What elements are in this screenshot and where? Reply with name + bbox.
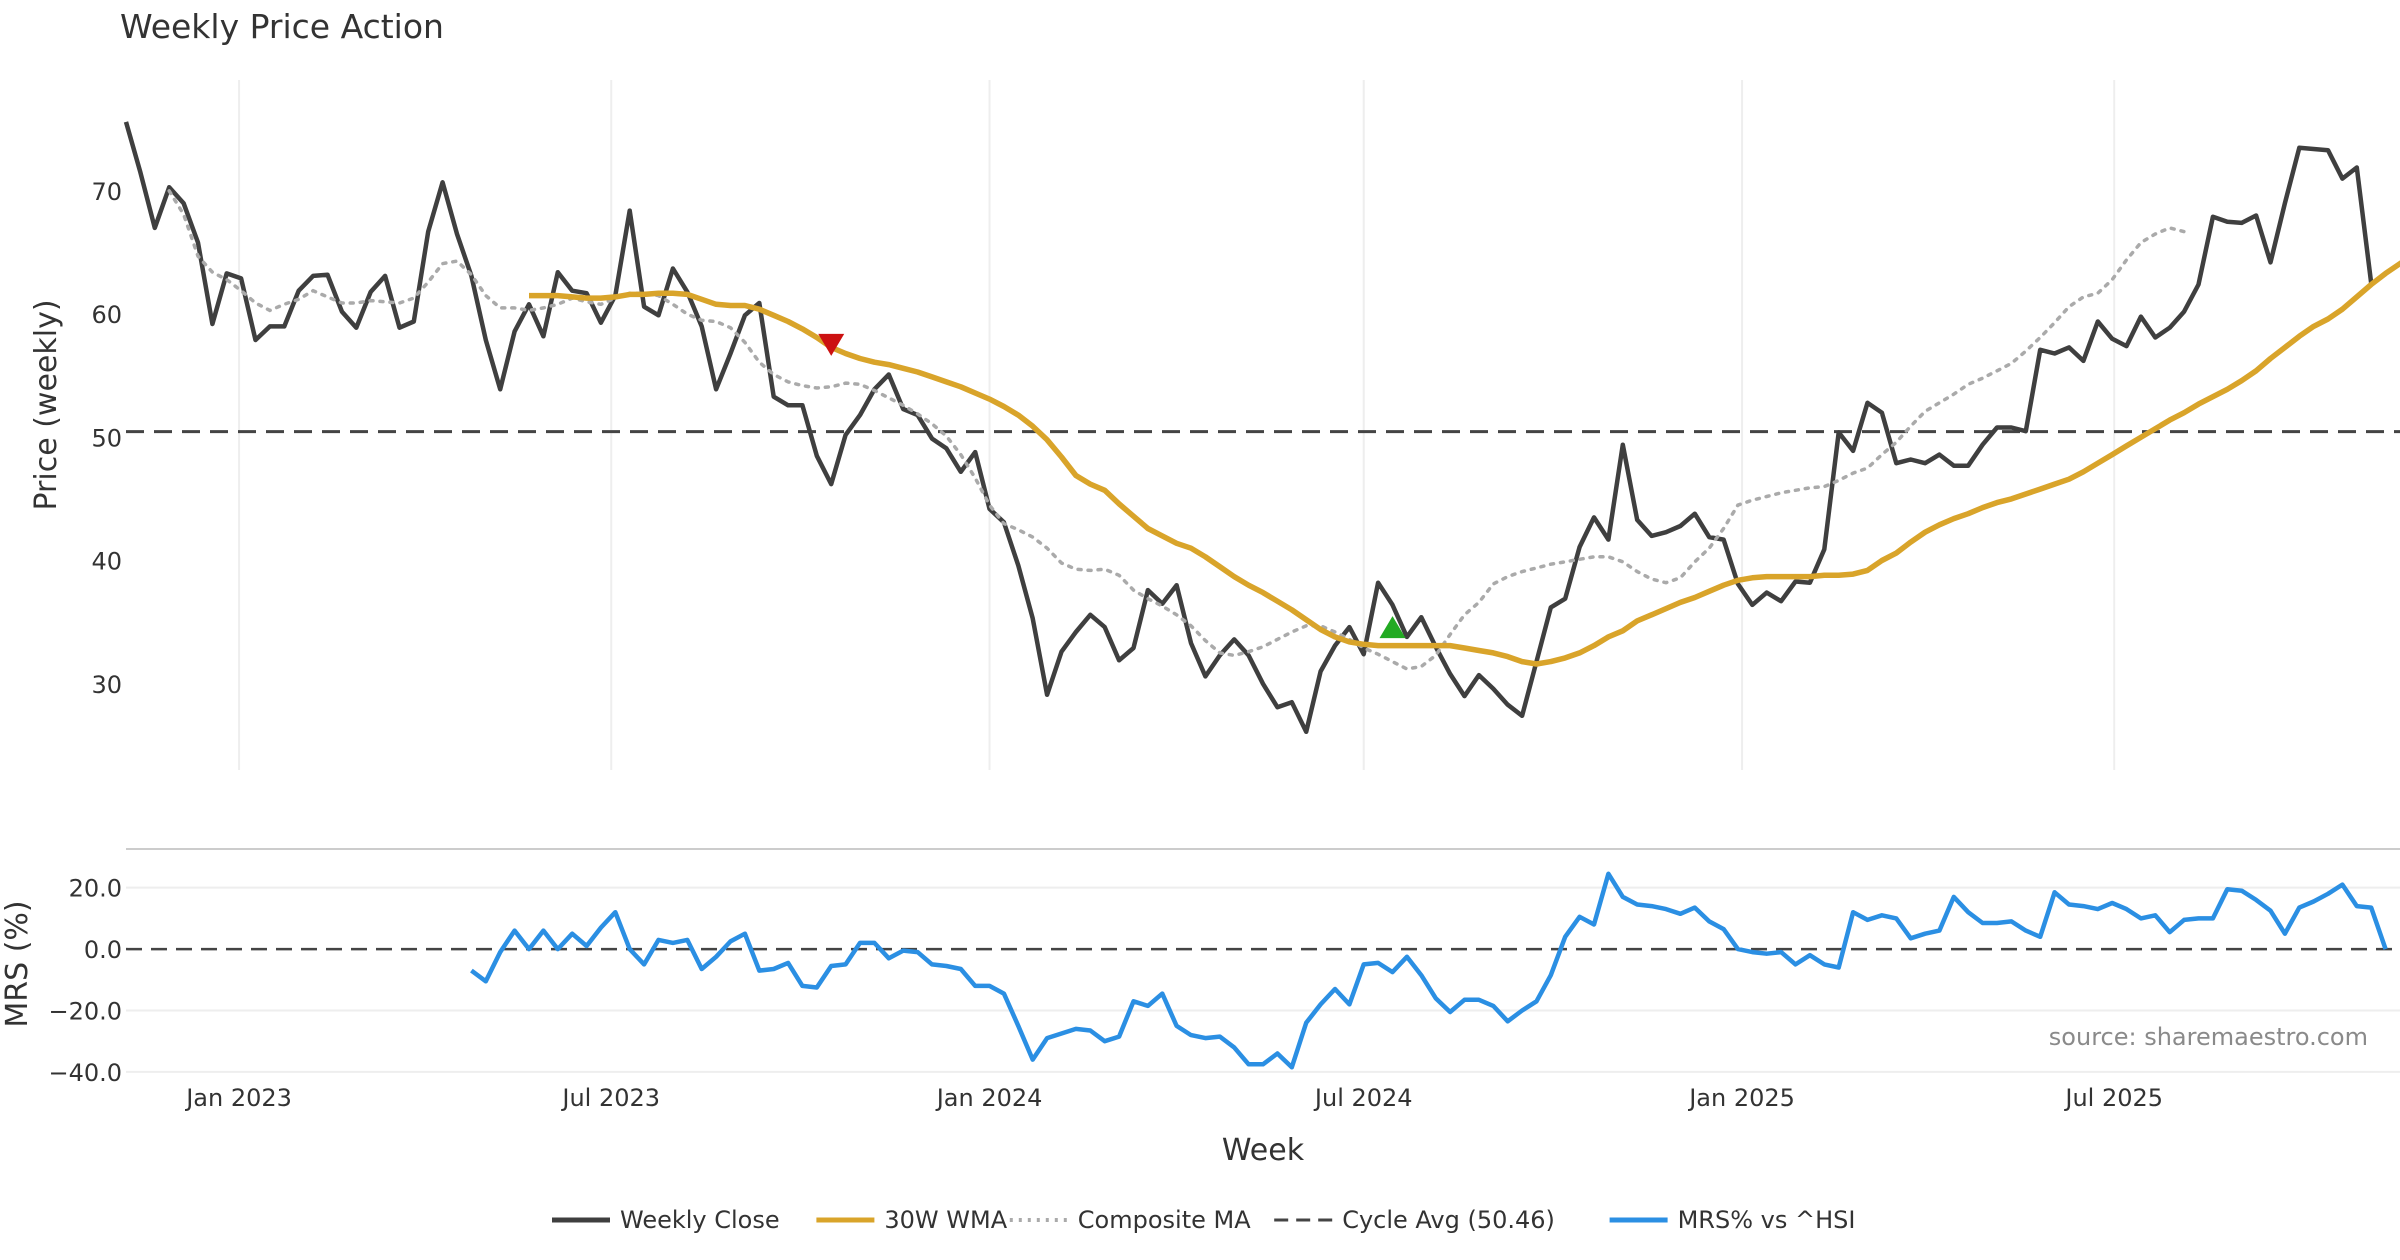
- legend-label-0: Weekly Close: [620, 1206, 780, 1234]
- price-panel: 30 40 50 60 70 Price (weekly): [29, 80, 2400, 770]
- source-label: source: sharemaestro.com: [2049, 1023, 2368, 1051]
- weekly-close-line: [123, 121, 2374, 735]
- mrs-y-tick-3: −40.0: [48, 1059, 122, 1087]
- signal-markers: [818, 333, 1406, 639]
- mrs-grid: [126, 886, 2400, 1073]
- chart-title: Weekly Price Action: [120, 7, 444, 46]
- legend-label-3: Cycle Avg (50.46): [1342, 1206, 1555, 1234]
- legend-label-1: 30W WMA: [884, 1206, 1007, 1234]
- mrs-panel: 20.0 0.0 −20.0 −40.0 MRS (%) source: sharem…: [0, 848, 2400, 1087]
- legend-label-2: Composite MA: [1078, 1206, 1251, 1234]
- legend-label-4: MRS% vs ^HSI: [1678, 1206, 1856, 1234]
- price-y-tick-70: 70: [91, 178, 122, 206]
- price-y-tick-60: 60: [91, 301, 122, 329]
- sell-signal-marker: [818, 333, 845, 356]
- x-axis-label: Week: [1222, 1133, 1305, 1168]
- mrs-y-ticks: 20.0 0.0 −20.0 −40.0: [48, 875, 122, 1087]
- legend: Weekly Close 30W WMA Composite MA Cycle Avg…: [552, 1206, 1855, 1234]
- price-y-tick-40: 40: [91, 548, 122, 576]
- wma-30w-line: [529, 260, 2400, 667]
- x-tick-3: Jul 2024: [1313, 1084, 1413, 1112]
- x-tick-2: Jan 2024: [935, 1084, 1043, 1112]
- price-y-tick-50: 50: [91, 424, 122, 452]
- x-tick-0: Jan 2023: [184, 1084, 292, 1112]
- mrs-line: [470, 871, 2388, 1070]
- mrs-y-tick-1: 0.0: [84, 936, 122, 964]
- mrs-y-axis-label: MRS (%): [0, 900, 35, 1027]
- x-tick-1: Jul 2023: [560, 1084, 660, 1112]
- mrs-y-tick-0: 20.0: [69, 875, 122, 903]
- x-ticks: Jan 2023 Jul 2023 Jan 2024 Jul 2024 Jan 2025…: [184, 1084, 2163, 1112]
- x-tick-5: Jul 2025: [2063, 1084, 2163, 1112]
- mrs-y-tick-2: −20.0: [48, 998, 122, 1026]
- buy-signal-marker: [1379, 616, 1406, 639]
- price-y-ticks: 30 40 50 60 70: [91, 178, 122, 699]
- price-y-axis-label: Price (weekly): [29, 299, 64, 510]
- composite-ma-line: [167, 189, 2186, 671]
- x-tick-4: Jan 2025: [1687, 1084, 1795, 1112]
- price-grid: [238, 80, 2116, 770]
- price-y-tick-30: 30: [91, 671, 122, 699]
